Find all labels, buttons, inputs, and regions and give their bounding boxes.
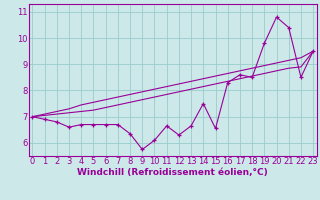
X-axis label: Windchill (Refroidissement éolien,°C): Windchill (Refroidissement éolien,°C): [77, 168, 268, 177]
